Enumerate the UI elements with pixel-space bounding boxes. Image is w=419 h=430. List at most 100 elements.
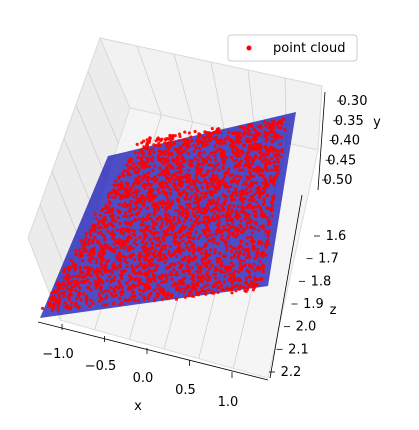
point xyxy=(119,274,122,277)
point xyxy=(156,178,159,181)
point xyxy=(152,143,155,146)
point xyxy=(158,145,161,148)
point xyxy=(204,209,207,212)
point xyxy=(232,204,235,207)
point xyxy=(252,282,255,285)
point xyxy=(200,258,203,261)
point xyxy=(202,136,205,139)
point xyxy=(118,175,121,178)
point xyxy=(200,252,203,255)
point xyxy=(225,248,228,251)
point xyxy=(247,159,250,162)
point xyxy=(157,275,160,278)
point xyxy=(89,229,92,232)
point xyxy=(100,257,103,260)
point xyxy=(192,252,195,255)
point xyxy=(166,166,169,169)
point xyxy=(270,207,273,210)
point xyxy=(143,298,146,301)
point xyxy=(169,164,172,167)
point xyxy=(166,185,169,188)
point xyxy=(249,133,252,136)
point xyxy=(178,135,181,138)
point xyxy=(87,272,90,275)
point xyxy=(218,231,221,234)
point xyxy=(134,170,137,173)
point xyxy=(217,217,220,220)
point xyxy=(176,158,179,161)
point xyxy=(153,151,156,154)
point xyxy=(155,244,158,247)
point xyxy=(183,220,186,223)
point xyxy=(263,189,266,192)
point xyxy=(188,249,191,252)
point xyxy=(216,242,219,245)
point xyxy=(279,155,282,158)
point xyxy=(185,176,188,179)
point xyxy=(112,278,115,281)
point xyxy=(257,125,260,128)
point xyxy=(173,160,176,163)
point xyxy=(234,188,237,191)
point xyxy=(174,209,177,212)
point xyxy=(129,204,132,207)
point xyxy=(185,192,188,195)
point xyxy=(84,247,87,250)
point xyxy=(171,223,174,226)
point xyxy=(241,169,244,172)
point xyxy=(167,148,170,151)
point xyxy=(184,141,187,144)
point xyxy=(144,263,147,266)
point xyxy=(87,286,90,289)
point xyxy=(129,298,132,301)
point xyxy=(239,240,242,243)
point xyxy=(221,193,224,196)
point xyxy=(246,191,249,194)
point xyxy=(242,211,245,214)
point xyxy=(91,302,94,305)
point xyxy=(172,252,175,255)
point xyxy=(182,248,185,251)
point xyxy=(192,295,195,298)
point xyxy=(129,237,132,240)
point xyxy=(112,302,115,305)
point xyxy=(242,259,245,262)
point xyxy=(167,177,170,180)
point xyxy=(151,159,154,162)
point xyxy=(232,234,235,237)
point xyxy=(249,163,252,166)
point xyxy=(74,302,77,305)
point xyxy=(163,261,166,264)
point xyxy=(115,255,118,258)
point xyxy=(240,219,243,222)
point xyxy=(206,186,209,189)
point xyxy=(54,298,57,301)
point xyxy=(123,240,126,243)
point xyxy=(156,138,159,141)
point xyxy=(239,259,242,262)
point xyxy=(232,177,235,180)
point xyxy=(216,260,219,263)
point xyxy=(123,247,126,250)
point xyxy=(81,254,84,257)
point xyxy=(120,277,123,280)
point xyxy=(182,239,185,242)
point xyxy=(135,213,138,216)
point xyxy=(143,163,146,166)
point xyxy=(195,187,198,190)
point xyxy=(116,229,119,232)
point xyxy=(257,185,260,188)
point xyxy=(271,181,274,184)
point xyxy=(257,229,260,232)
point xyxy=(57,308,60,311)
point xyxy=(215,136,218,139)
point xyxy=(148,264,151,267)
point xyxy=(117,287,120,290)
point xyxy=(235,191,238,194)
point xyxy=(118,297,121,300)
point xyxy=(113,276,116,279)
point xyxy=(105,261,108,264)
point xyxy=(187,169,190,172)
point xyxy=(129,157,132,160)
point xyxy=(264,246,267,249)
